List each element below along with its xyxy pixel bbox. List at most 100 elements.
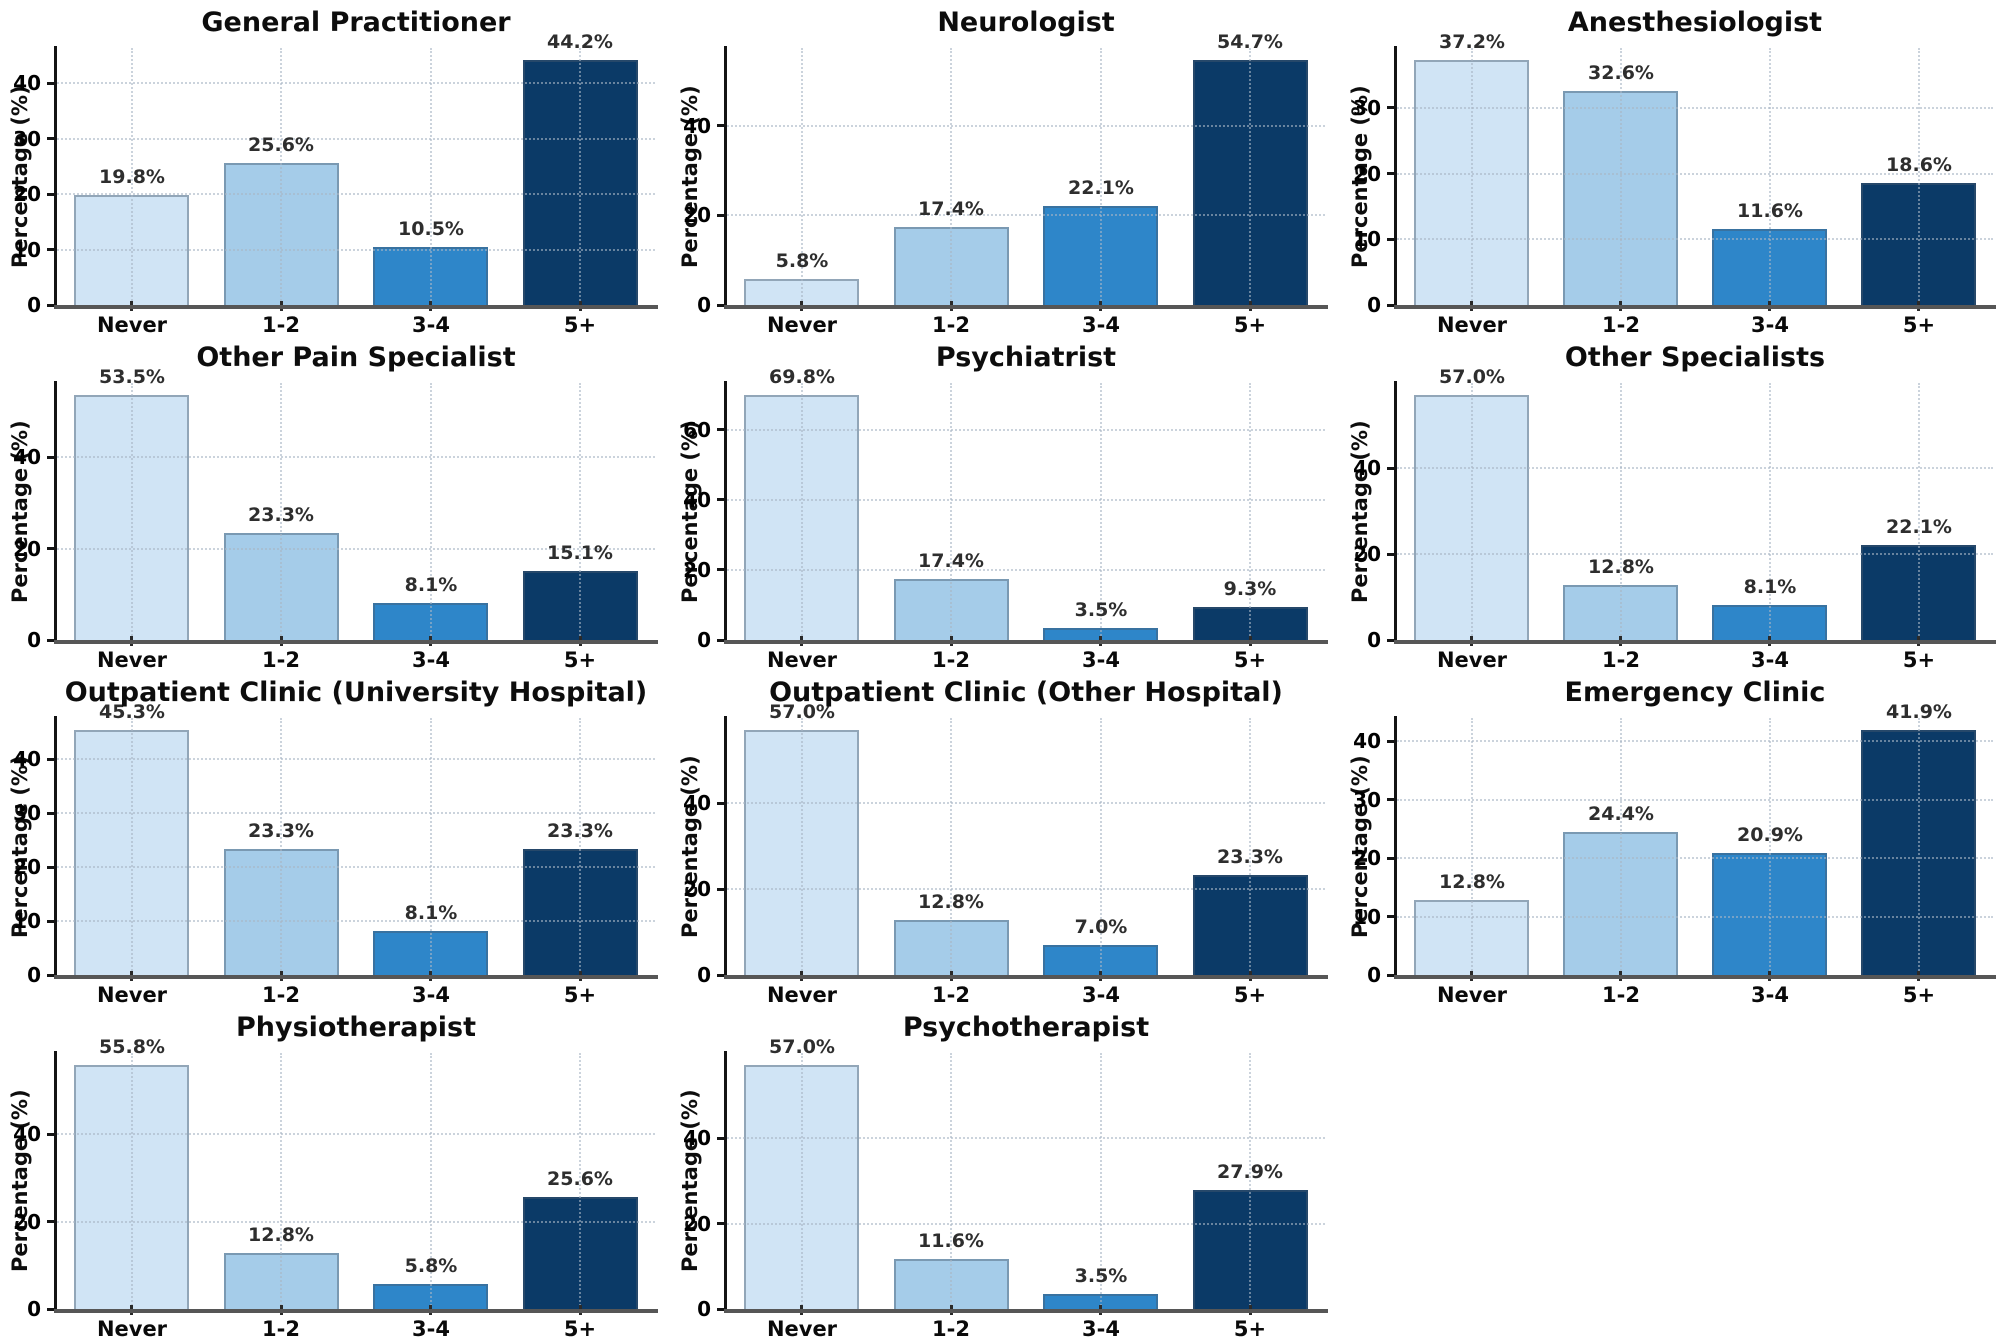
h-gridline [1397, 238, 1993, 241]
chart-title: Psychiatrist [935, 342, 1117, 373]
y-tick-mark [1387, 973, 1397, 977]
v-gridline [801, 1053, 803, 1309]
y-tick-mark [1387, 798, 1397, 802]
h-gridline [727, 1137, 1325, 1140]
h-gridline [1397, 740, 1993, 743]
y-tick-mark [717, 1307, 727, 1311]
h-gridline [1397, 467, 1993, 470]
x-axis-spine [54, 640, 658, 644]
v-gridline [1620, 718, 1622, 975]
x-tick-label: 5+ [1902, 983, 1936, 1007]
h-gridline [727, 428, 1325, 431]
v-gridline [280, 383, 282, 640]
y-axis-spine [54, 46, 57, 307]
x-tick-label: 3-4 [412, 313, 450, 337]
y-tick-mark [1387, 172, 1397, 176]
x-tick-label: Never [766, 313, 838, 337]
bar-value-label: 12.8% [918, 891, 984, 913]
v-gridline [131, 383, 133, 640]
x-tick-label: 1-2 [932, 313, 970, 337]
v-gridline [1100, 48, 1102, 305]
plot-area: 57.0% 12.8% 7.0% 23.3% [727, 701, 1325, 975]
v-gridline [430, 718, 432, 975]
y-tick-label: 20 [13, 536, 41, 561]
x-tick-label: 3-4 [1082, 313, 1120, 337]
chart-title: Physiotherapist [235, 1012, 477, 1043]
v-gridline [950, 383, 952, 640]
v-gridline [1249, 1053, 1251, 1309]
bar-value-label: 25.6% [248, 134, 314, 156]
y-tick-mark [1387, 739, 1397, 743]
y-axis-spine [724, 381, 727, 642]
subplot-outpatient-clinic-other-hospital: Outpatient Clinic (Other Hospital) Percen… [670, 670, 1340, 1007]
y-tick-mark [47, 973, 57, 977]
y-tick-label: 10 [1353, 227, 1381, 252]
chart-title: Anesthesiologist [1567, 7, 1823, 38]
y-tick-mark [1387, 638, 1397, 642]
y-tick-mark [47, 638, 57, 642]
x-tick-label: Never [766, 1317, 838, 1339]
x-axis-spine [54, 975, 658, 979]
subplot-physiotherapist: Physiotherapist Percentage (%) 55.8% 12.8% 5… [0, 1005, 670, 1339]
bar-value-label: 54.7% [1217, 31, 1283, 53]
v-gridline [1100, 1053, 1102, 1309]
subplot-other-specialists: Other Specialists Percentage (%) 57.0% 12.8… [1340, 335, 2008, 672]
subplot-neurologist: Neurologist Percentage (%) 5.8% 17.4% 22.1% 5… [670, 0, 1340, 337]
chart-title: Neurologist [937, 7, 1115, 38]
y-tick-mark [47, 547, 57, 551]
bar-value-label: 27.9% [1217, 1161, 1283, 1183]
h-gridline [727, 498, 1325, 501]
y-tick-label: 20 [683, 557, 711, 582]
y-axis-spine [1394, 716, 1397, 977]
plot-area: 69.8% 17.4% 3.5% 9.3% [727, 366, 1325, 640]
h-gridline [57, 193, 655, 196]
v-gridline [280, 1053, 282, 1309]
x-tick-label: 5+ [563, 313, 597, 337]
bar-value-label: 41.9% [1886, 701, 1952, 723]
v-gridline [430, 1053, 432, 1309]
subplot-general-practitioner: General Practitioner Percentage (%) 19.8% 2… [0, 0, 670, 337]
y-tick-label: 20 [13, 855, 41, 880]
y-tick-mark [47, 865, 57, 869]
h-gridline [57, 866, 655, 869]
y-tick-mark [1387, 106, 1397, 110]
chart-title: Other Pain Specialist [196, 342, 516, 373]
y-axis-spine [724, 46, 727, 307]
x-tick-label: 1-2 [262, 1317, 300, 1339]
x-axis-spine [54, 305, 658, 309]
plot-area: 57.0% 12.8% 8.1% 22.1% [1397, 366, 1993, 640]
y-tick-label: 40 [13, 71, 41, 96]
y-tick-label: 40 [683, 791, 711, 816]
h-gridline [57, 1133, 655, 1136]
x-tick-label: Never [1436, 648, 1508, 672]
x-tick-label: 5+ [1902, 313, 1936, 337]
y-tick-label: 30 [1353, 95, 1381, 120]
bar-value-label: 11.6% [918, 1230, 984, 1252]
chart-title: Emergency Clinic [1564, 677, 1826, 708]
x-tick-label: 3-4 [412, 1317, 450, 1339]
x-tick-label: 5+ [1233, 648, 1267, 672]
y-tick-mark [717, 973, 727, 977]
y-tick-mark [717, 303, 727, 307]
y-tick-mark [47, 919, 57, 923]
v-gridline [801, 718, 803, 975]
y-tick-mark [717, 498, 727, 502]
h-gridline [727, 802, 1325, 805]
y-tick-label: 20 [1353, 161, 1381, 186]
y-tick-mark [47, 1132, 57, 1136]
y-tick-label: 10 [13, 909, 41, 933]
v-gridline [1471, 383, 1473, 640]
v-gridline [950, 718, 952, 975]
bar-value-label: 12.8% [248, 1224, 314, 1246]
h-gridline [1397, 798, 1993, 801]
x-tick-label: 1-2 [1602, 648, 1640, 672]
x-tick-label: 3-4 [1082, 648, 1120, 672]
y-axis-spine [1394, 381, 1397, 642]
y-tick-label: 10 [1353, 904, 1381, 929]
bar-value-label: 57.0% [769, 1036, 835, 1058]
h-gridline [1397, 857, 1993, 860]
chart-title: Outpatient Clinic (Other Hospital) [769, 677, 1283, 708]
subplot-psychotherapist: Psychotherapist Percentage (%) 57.0% 11.6% 3… [670, 1005, 1340, 1339]
x-tick-label: 1-2 [932, 648, 970, 672]
y-tick-mark [47, 1220, 57, 1224]
